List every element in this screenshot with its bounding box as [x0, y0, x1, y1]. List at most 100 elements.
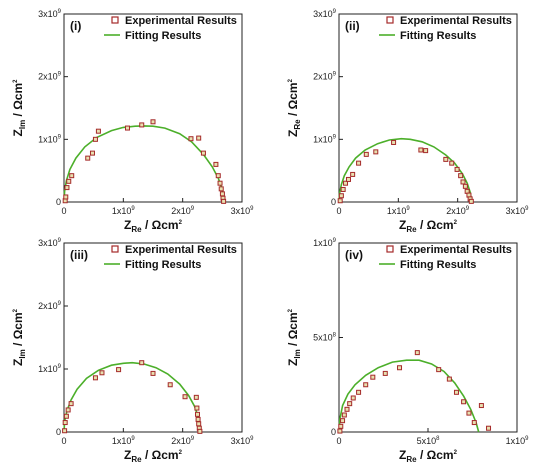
experimental-point: [197, 428, 203, 434]
experimental-point: [370, 374, 376, 380]
experimental-point: [363, 151, 369, 157]
experimental-point: [458, 173, 464, 179]
x-tick-label: 0: [336, 436, 341, 446]
y-tick-label: 1x109: [313, 134, 337, 144]
panel-label: (i): [70, 19, 81, 33]
experimental-point: [68, 401, 74, 407]
y-tick-label: 0: [56, 197, 61, 207]
experimental-point: [337, 428, 343, 434]
experimental-point: [62, 420, 68, 426]
experimental-point: [99, 370, 105, 376]
y-tick-label: 1x109: [313, 238, 337, 248]
experimental-point: [66, 178, 72, 184]
experimental-point: [215, 173, 221, 179]
experimental-point: [194, 405, 200, 411]
experimental-point: [124, 125, 130, 131]
experimental-point: [221, 198, 227, 204]
legend-label-experimental: Experimental Results: [125, 244, 237, 256]
x-tick-label: 1x109: [112, 206, 136, 216]
experimental-point: [139, 360, 145, 366]
experimental-point: [139, 122, 145, 128]
experimental-point: [92, 136, 98, 142]
experimental-point: [347, 401, 353, 407]
x-tick-label: 3x109: [506, 206, 530, 216]
plot-frame: [63, 13, 243, 203]
legend-label-fitting: Fitting Results: [125, 30, 201, 42]
legend-label-fitting: Fitting Results: [125, 259, 201, 271]
experimental-point: [188, 136, 194, 142]
panel-3: 0 1x109 2x109 3x109 0 1x109 2x109 3x109 ZRe / Ωc…: [11, 238, 254, 464]
panel-label: (ii): [345, 19, 360, 33]
experimental-point: [423, 148, 429, 154]
experimental-point: [69, 173, 75, 179]
x-tick-label: 3x109: [231, 436, 255, 446]
experimental-point: [196, 421, 202, 427]
x-axis-title: ZRe / Ωcm2: [399, 218, 458, 234]
experimental-point: [64, 185, 70, 191]
legend-label-fitting: Fitting Results: [400, 259, 476, 271]
experimental-point: [213, 161, 219, 167]
experimental-point: [182, 394, 188, 400]
panel-2: 0 1x109 2x109 3x109 0 1x109 2x109 3x109 ZRe / Ωc…: [286, 9, 529, 234]
experimental-point: [486, 425, 492, 431]
experimental-point: [468, 198, 474, 204]
experimental-point: [193, 394, 199, 400]
experimental-point: [65, 407, 71, 413]
x-tick-label: 2x109: [171, 436, 195, 446]
x-tick-label: 0: [61, 206, 66, 216]
y-axis-title: ZIm / Ωcm2: [11, 308, 27, 366]
experimental-point: [460, 179, 466, 185]
experimental-point: [345, 176, 351, 182]
experimental-point: [150, 370, 156, 376]
panel-label: (iii): [70, 248, 88, 262]
experimental-point: [453, 389, 459, 395]
y-tick-label: 0: [56, 427, 61, 437]
experimental-point: [461, 399, 467, 405]
legend-label-fitting: Fitting Results: [400, 30, 476, 42]
x-tick-label: 5x108: [417, 436, 441, 446]
legend-marker-experimental: [111, 16, 119, 24]
experimental-point: [196, 135, 202, 141]
panel-4: 0 5x108 1x109 0 5x108 1x109 ZRe / Ωcm2 ZIm / Ωc…: [286, 238, 529, 464]
plot-frame: [338, 242, 518, 433]
experimental-point: [150, 119, 156, 125]
x-tick-label: 1x109: [112, 436, 136, 446]
experimental-point: [63, 413, 69, 419]
fitting-curve: [338, 137, 473, 203]
legend-label-experimental: Experimental Results: [400, 244, 512, 256]
experimental-point: [436, 367, 442, 373]
experimental-point: [462, 183, 468, 189]
y-axis-title: ZIm / Ωcm2: [11, 79, 27, 137]
panel-label: (iv): [345, 248, 363, 262]
x-tick-label: 0: [336, 206, 341, 216]
y-tick-label: 2x109: [38, 301, 62, 311]
experimental-point: [195, 411, 200, 417]
experimental-point: [466, 410, 472, 416]
experimental-point: [62, 428, 68, 434]
experimental-point: [89, 150, 95, 156]
legend-marker-experimental: [386, 16, 394, 24]
y-tick-label: 2x109: [38, 72, 62, 82]
y-tick-label: 3x109: [38, 238, 62, 248]
x-axis-title: ZRe / Ωcm2: [399, 448, 458, 464]
legend-marker-experimental: [111, 245, 119, 253]
plot-frame: [338, 13, 518, 203]
experimental-point: [454, 166, 460, 172]
experimental-point: [218, 186, 224, 192]
experimental-point: [341, 412, 347, 418]
experimental-point: [200, 150, 206, 156]
experimental-point: [350, 171, 356, 177]
y-tick-label: 5x108: [313, 333, 337, 343]
y-axis-title: ZRe / Ωcm2: [286, 78, 302, 137]
x-axis-title: ZRe / Ωcm2: [124, 448, 183, 464]
plot-frame: [63, 242, 243, 433]
y-tick-label: 1x109: [38, 364, 62, 374]
experimental-point: [167, 382, 173, 388]
x-tick-label: 1x109: [506, 436, 530, 446]
legend-label-experimental: Experimental Results: [400, 15, 512, 27]
experimental-point: [343, 180, 349, 186]
y-tick-label: 0: [331, 427, 336, 437]
experimental-point: [340, 418, 346, 424]
x-tick-label: 3x109: [231, 206, 255, 216]
experimental-point: [363, 382, 369, 388]
